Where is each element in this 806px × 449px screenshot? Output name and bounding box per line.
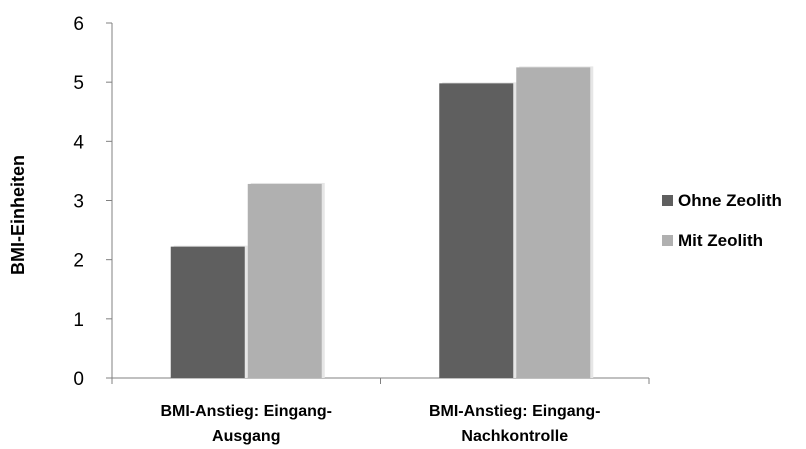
y-tick-label: 5	[73, 73, 84, 94]
x-category-label: BMI-Anstieg: Eingang-Ausgang	[160, 403, 332, 445]
y-tick-label: 0	[73, 369, 84, 390]
legend-swatch	[662, 195, 673, 206]
legend: Ohne Zeolith Mit Zeolith	[662, 191, 782, 250]
legend-swatch	[662, 235, 673, 246]
bars	[170, 66, 594, 378]
y-tick-label: 6	[73, 14, 84, 35]
bar	[516, 67, 591, 378]
bar	[439, 83, 514, 378]
y-tick-labels: 0 1 2 3 4 5 6	[73, 14, 84, 390]
x-category-labels: BMI-Anstieg: Eingang-Ausgang BMI-Anstieg:…	[160, 403, 600, 445]
legend-label: Mit Zeolith	[678, 231, 763, 250]
y-tick-label: 4	[73, 132, 84, 153]
bar	[247, 183, 322, 378]
y-tick-label: 1	[73, 310, 84, 331]
y-tick-label: 2	[73, 251, 84, 272]
bar	[170, 246, 245, 378]
legend-label: Ohne Zeolith	[678, 191, 782, 210]
y-axis-label: BMI-Einheiten	[8, 155, 28, 275]
x-category-label: BMI-Anstieg: Eingang-Nachkontrolle	[429, 403, 601, 445]
y-tick-label: 3	[73, 192, 84, 213]
